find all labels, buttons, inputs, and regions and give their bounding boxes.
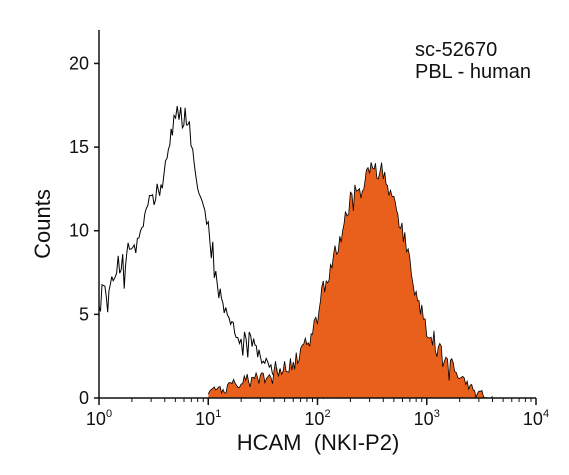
x-tick-label: 101 xyxy=(195,408,221,429)
y-tick-label: 10 xyxy=(69,221,89,241)
x-tick-label: 100 xyxy=(86,408,112,429)
sample-label: PBL - human xyxy=(415,61,531,83)
y-tick-label: 5 xyxy=(79,304,89,324)
product-code-label: sc-52670 xyxy=(415,39,498,61)
x-tick-base: 10 xyxy=(414,409,434,429)
x-tick-exponent: 4 xyxy=(543,408,549,420)
x-tick-base: 10 xyxy=(195,409,215,429)
series-layer xyxy=(98,106,493,400)
x-tick-exponent: 3 xyxy=(434,408,440,420)
x-tick-base: 10 xyxy=(523,409,543,429)
x-tick-base: 10 xyxy=(86,409,106,429)
y-axis-title: Counts xyxy=(30,189,55,259)
x-tick-exponent: 2 xyxy=(324,408,330,420)
y-tick-label: 15 xyxy=(69,137,89,157)
x-tick-label: 103 xyxy=(414,408,440,429)
x-tick-label: 102 xyxy=(304,408,330,429)
x-tick-label: 104 xyxy=(523,408,549,429)
y-tick-label: 20 xyxy=(69,53,89,73)
x-tick-exponent: 0 xyxy=(106,408,112,420)
x-tick-exponent: 1 xyxy=(215,408,221,420)
stained-histogram-outline xyxy=(207,162,493,399)
x-axis-title: HCAM (NKI-P2) xyxy=(237,430,400,455)
y-tick-label: 0 xyxy=(79,388,89,408)
x-tick-base: 10 xyxy=(304,409,324,429)
stained-histogram-fill xyxy=(208,162,493,398)
